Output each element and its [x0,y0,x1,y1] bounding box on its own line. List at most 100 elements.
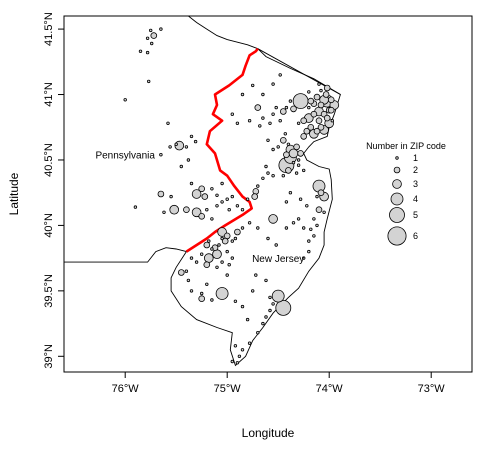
zip-point [261,116,265,120]
zip-point [264,164,268,169]
y-axis: 39°N 39.5°N 40°N 40.5°N 41°N 41.5°N [43,12,64,369]
zip-point [283,151,290,159]
zip-point [230,194,234,199]
zip-point [323,114,331,122]
zip-point [203,261,211,269]
zip-point [157,190,165,198]
zip-point [286,142,291,146]
zip-point [198,295,206,303]
zip-point [290,105,297,113]
zip-point [291,221,296,225]
zip-point [217,243,221,247]
zip-point [315,194,319,199]
zip-point [210,247,214,251]
zip-point [235,121,240,125]
zip-point [235,204,240,208]
x-tick-label: 73°W [418,383,446,395]
zip-point [221,237,229,245]
zip-point [327,96,335,104]
zip-point [275,299,292,316]
zip-point [323,84,331,92]
zip-point [268,214,278,224]
zip-point [312,217,316,221]
zip-point [233,236,238,241]
legend-label: 3 [413,179,418,189]
zip-point [322,210,326,214]
zip-point [227,207,231,212]
zip-point [288,190,293,195]
zip-point [247,118,252,123]
zip-point [194,260,199,264]
zip-point [274,105,278,110]
zip-point [268,295,272,300]
zip-point [162,210,166,214]
x-tick-label: 75°W [214,383,242,395]
zip-point [230,359,234,364]
zip-point [215,193,219,197]
zip-point [217,227,227,237]
zip-points-layer [123,27,340,365]
zip-point [305,204,309,208]
zip-point [271,173,275,178]
zip-point [317,101,325,109]
zip-point [210,217,214,221]
zip-point [240,226,245,230]
zip-point [296,217,301,221]
zip-point [205,282,209,286]
zip-point [315,223,319,228]
legend-label: 2 [413,165,418,175]
zip-point [159,152,163,157]
zip-point [307,249,311,254]
zip-point [278,73,282,77]
zip-point [296,121,301,125]
zip-point [189,289,194,293]
zip-point [330,118,334,123]
zip-point [203,241,211,249]
zip-point [256,331,260,335]
zip-point [123,98,127,102]
zip-point [215,204,219,208]
y-tick-label: 40°N [43,213,55,238]
legend-symbol [392,179,402,189]
zip-point [212,249,222,260]
zip-point [199,291,204,296]
zip-point [309,227,313,231]
zip-point [284,200,289,204]
zip-point [179,164,183,169]
zip-point [210,298,214,302]
y-tick-label: 39.5°N [43,274,55,308]
x-tick-label: 76°W [112,383,140,395]
zip-point [191,189,202,199]
zip-point [313,127,321,135]
pennsylvania-border-line [188,16,258,50]
zip-point [293,143,300,151]
zip-point [315,117,323,124]
zip-point [283,132,287,136]
state-label-new-jersey: New Jersey [252,254,304,265]
zip-point [302,226,306,230]
zip-point [307,239,311,243]
zip-point [245,197,250,201]
zip-point [256,226,260,230]
zip-point [322,91,330,98]
y-tick-label: 39°N [43,344,55,369]
legend-symbol [393,166,401,174]
zip-point [230,112,234,116]
zip-point [198,213,206,220]
zip-point [302,256,306,260]
legend-symbol [387,226,407,246]
zip-point [159,27,163,31]
zip-point [271,112,275,116]
zip-point [310,110,318,118]
zip-point [145,50,150,55]
x-axis-title: Longitude [242,426,295,440]
y-tick-label: 40.5°N [43,143,55,177]
zip-point [300,133,308,140]
zip-point [210,187,214,191]
zip-point [315,206,323,214]
zip-point [284,105,289,110]
zip-point [250,83,255,88]
zip-point [207,239,211,243]
zip-point [317,189,325,197]
zip-point [240,207,245,212]
